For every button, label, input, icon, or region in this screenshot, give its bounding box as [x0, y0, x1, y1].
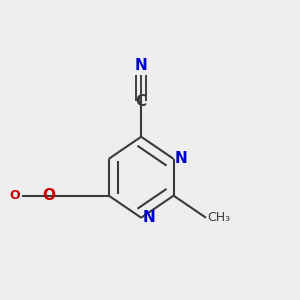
Text: CH₃: CH₃: [207, 211, 230, 224]
Text: O: O: [10, 189, 20, 202]
Text: C: C: [136, 94, 147, 109]
Text: N: N: [135, 58, 148, 74]
Text: O: O: [42, 188, 55, 203]
Text: N: N: [142, 210, 155, 225]
Text: N: N: [175, 151, 188, 166]
